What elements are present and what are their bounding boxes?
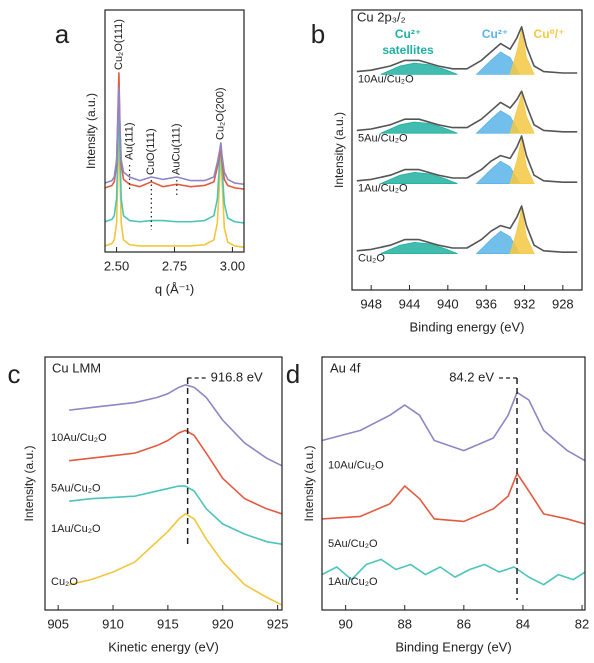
plot-frame <box>104 9 245 253</box>
panel-title: Au 4f <box>330 360 361 375</box>
x-tick-label: 910 <box>102 616 124 631</box>
y-axis-label: Intensity (a.u.) <box>22 445 36 521</box>
spectrum-line <box>356 25 578 74</box>
series-label: 1Au/Cu₂O <box>358 183 408 195</box>
component-label: Cu²⁺ <box>395 27 421 41</box>
panel-letter: a <box>55 19 70 49</box>
peak-value-label: 916.8 eV <box>211 369 263 384</box>
x-tick-label: 905 <box>47 616 69 631</box>
spectrum-line <box>68 513 283 606</box>
x-tick-label: 86 <box>457 616 471 631</box>
x-tick-label: 932 <box>514 296 536 311</box>
x-tick-label: 948 <box>360 296 382 311</box>
x-axis-label: Binding Energy (eV) <box>395 639 511 654</box>
y-axis-label: Intensity (a.u.) <box>332 112 346 188</box>
component-label: Cu²⁺ <box>482 27 508 41</box>
x-axis-label: Binding energy (eV) <box>410 319 525 334</box>
component-area <box>509 208 535 255</box>
component-label: Cu⁰/⁺ <box>534 27 565 41</box>
x-tick-label: 2.50 <box>104 258 129 273</box>
component-label: satellites <box>382 43 434 57</box>
x-axis-label: Kinetic energy (eV) <box>108 639 219 654</box>
series-label: 1Au/Cu₂O <box>328 576 378 588</box>
series-label: 5Au/Cu₂O <box>51 483 101 495</box>
spectrum-line <box>104 86 245 186</box>
y-axis-label: Intensity (a.u.) <box>84 93 98 169</box>
x-tick-label: 936 <box>475 296 497 311</box>
component-area <box>509 138 535 185</box>
spectrum-line <box>69 429 283 515</box>
spectrum-line <box>69 485 283 546</box>
series-label: 10Au/Cu₂O <box>328 459 384 471</box>
x-tick-label: 925 <box>267 616 289 631</box>
x-tick-label: 2.75 <box>162 258 187 273</box>
series-label: 5Au/Cu₂O <box>358 132 408 144</box>
panel-letter: d <box>286 359 300 389</box>
peak-value-label: 84.2 eV <box>449 369 494 384</box>
spectrum-line <box>356 205 578 253</box>
peak-label: CuO(111) <box>145 128 157 175</box>
x-tick-label: 915 <box>157 616 179 631</box>
spectrum-line <box>104 93 245 224</box>
x-tick-label: 3.00 <box>220 258 245 273</box>
spectrum-line <box>69 384 283 467</box>
x-tick-label: 90 <box>338 616 352 631</box>
x-tick-label: 82 <box>575 616 589 631</box>
x-tick-label: 920 <box>212 616 234 631</box>
spectrum-line <box>321 472 586 525</box>
plot-frame <box>351 9 583 291</box>
x-tick-label: 928 <box>552 296 574 311</box>
peak-label: Cu₂O(111) <box>113 19 125 70</box>
component-area <box>509 93 535 134</box>
series-label: 5Au/Cu₂O <box>328 538 378 550</box>
plot-frame <box>321 356 586 611</box>
series-label: 10Au/Cu₂O <box>51 432 107 444</box>
spectrum-line <box>356 90 578 133</box>
component-area <box>509 29 535 75</box>
series-label: 1Au/Cu₂O <box>51 523 101 535</box>
series-label: Cu₂O <box>358 253 385 265</box>
component-area <box>380 121 458 134</box>
x-tick-label: 88 <box>398 616 412 631</box>
panel-letter: b <box>311 19 325 49</box>
panel-title: Cu LMM <box>52 360 101 375</box>
spectrum-line <box>356 135 578 183</box>
spectrum-line <box>321 558 586 586</box>
series-label: Cu₂O <box>51 576 78 588</box>
component-area <box>380 241 458 255</box>
plot-frame <box>44 356 283 611</box>
panel-title: Cu 2p₃/₂ <box>357 9 406 24</box>
peak-label: Au(111) <box>123 122 135 160</box>
x-tick-label: 84 <box>516 616 530 631</box>
x-axis-label: q (Å⁻¹) <box>155 281 194 296</box>
peak-label: Cu₂O(200) <box>215 87 227 140</box>
x-tick-label: 940 <box>437 296 459 311</box>
component-area <box>380 62 458 75</box>
x-tick-label: 944 <box>399 296 421 311</box>
panel-letter: c <box>8 359 21 389</box>
peak-label: AuCu(111) <box>171 123 183 175</box>
series-label: 10Au/Cu₂O <box>358 74 414 86</box>
component-area <box>380 171 458 185</box>
spectrum-line <box>321 391 586 462</box>
y-axis-label: Intensity (a.u.) <box>302 445 316 521</box>
